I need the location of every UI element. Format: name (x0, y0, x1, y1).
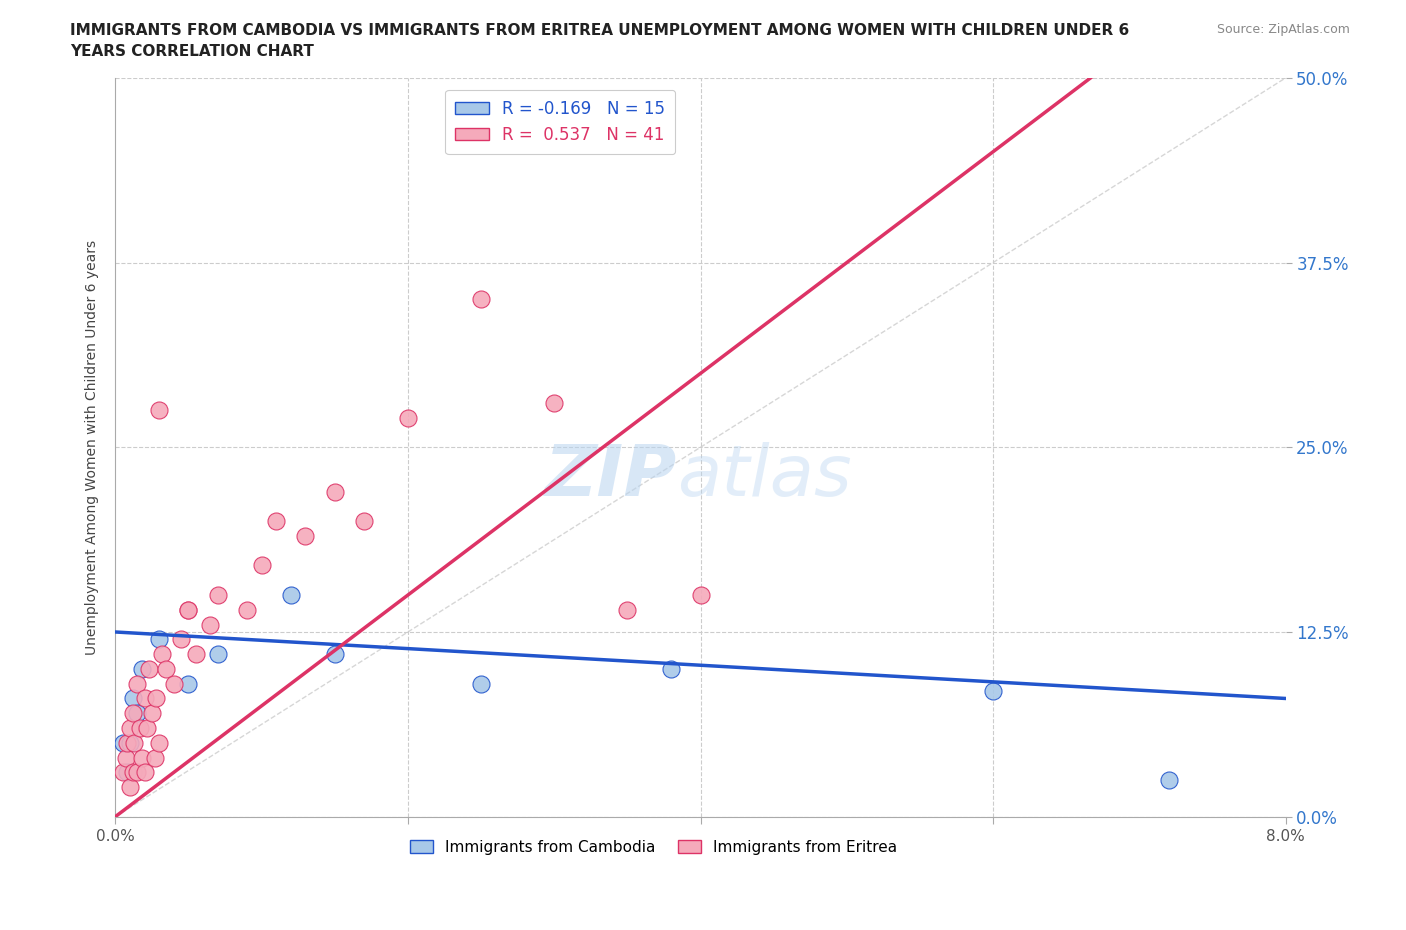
Point (121, 691, 143, 706)
Point (124, 736, 146, 751)
Point (1157, 772, 1180, 787)
Point (264, 513, 287, 528)
Point (981, 684, 1004, 698)
Point (689, 588, 711, 603)
Point (134, 765, 156, 780)
Point (659, 661, 682, 676)
Point (323, 646, 346, 661)
Point (114, 751, 136, 765)
Point (163, 676, 186, 691)
Point (207, 646, 229, 661)
Point (323, 485, 346, 499)
Point (118, 736, 141, 751)
Point (115, 736, 138, 751)
Point (143, 751, 166, 765)
Point (118, 721, 141, 736)
Point (121, 765, 143, 780)
Point (115, 765, 138, 780)
Point (177, 603, 200, 618)
Point (177, 676, 200, 691)
Point (145, 691, 167, 706)
Point (155, 661, 177, 676)
Point (111, 765, 134, 780)
Point (616, 603, 638, 618)
Point (134, 691, 156, 706)
Text: atlas: atlas (678, 443, 852, 512)
Point (207, 588, 229, 603)
Legend: Immigrants from Cambodia, Immigrants from Eritrea: Immigrants from Cambodia, Immigrants fro… (404, 833, 904, 861)
Point (127, 765, 149, 780)
Point (184, 646, 207, 661)
Point (148, 736, 170, 751)
Point (131, 661, 153, 676)
Point (131, 751, 153, 765)
Point (353, 513, 375, 528)
Text: Source: ZipAtlas.com: Source: ZipAtlas.com (1216, 23, 1350, 36)
Point (177, 603, 200, 618)
Point (111, 736, 134, 751)
Point (129, 721, 152, 736)
Point (170, 631, 193, 646)
Point (148, 403, 170, 418)
Point (236, 603, 259, 618)
Point (136, 721, 159, 736)
Point (127, 706, 149, 721)
Point (396, 410, 419, 425)
Point (138, 661, 160, 676)
Point (141, 706, 163, 721)
Point (294, 528, 316, 543)
Point (543, 395, 565, 410)
Text: ZIP: ZIP (546, 443, 678, 512)
Text: YEARS CORRELATION CHART: YEARS CORRELATION CHART (70, 44, 314, 59)
Y-axis label: Unemployment Among Women with Children Under 6 years: Unemployment Among Women with Children U… (86, 240, 100, 655)
Point (280, 588, 302, 603)
Point (250, 558, 273, 573)
Point (200, 618, 222, 632)
Point (470, 292, 492, 307)
Point (148, 631, 170, 646)
Point (118, 779, 141, 794)
Point (470, 676, 492, 691)
Point (121, 706, 143, 721)
Text: IMMIGRANTS FROM CAMBODIA VS IMMIGRANTS FROM ERITREA UNEMPLOYMENT AMONG WOMEN WIT: IMMIGRANTS FROM CAMBODIA VS IMMIGRANTS F… (70, 23, 1129, 38)
Point (127, 676, 149, 691)
Point (150, 646, 173, 661)
